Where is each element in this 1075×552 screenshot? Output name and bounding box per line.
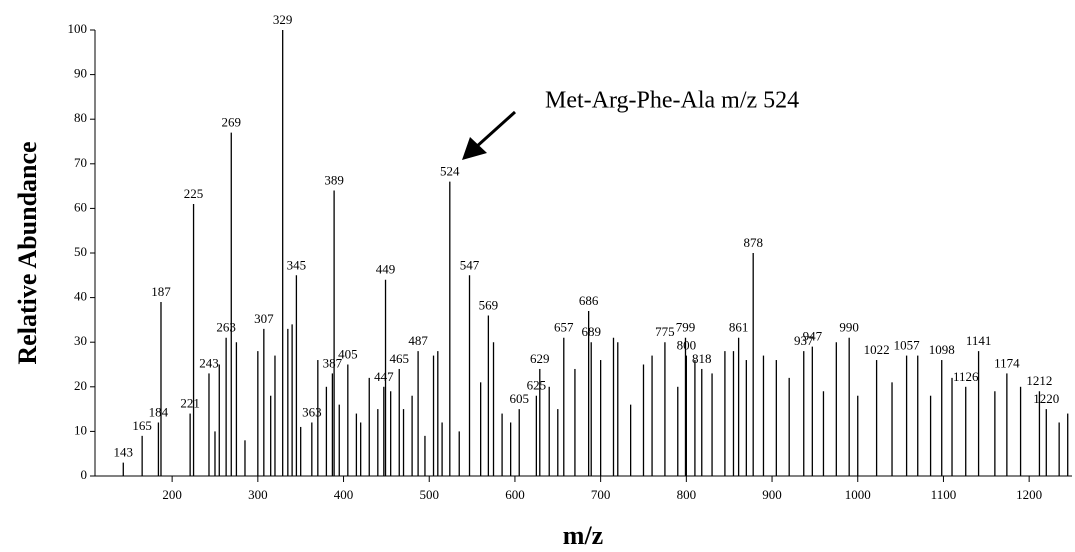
arrow-shaft <box>473 110 517 150</box>
x-tick-label: 600 <box>505 487 525 502</box>
x-tick-label: 900 <box>762 487 782 502</box>
peak-label: 686 <box>579 293 599 308</box>
x-tick-label: 300 <box>248 487 268 502</box>
peak-label: 629 <box>530 351 550 366</box>
x-tick-label: 200 <box>162 487 182 502</box>
peak-label: 947 <box>803 329 823 344</box>
peak-label: 165 <box>132 418 152 433</box>
x-tick-label: 800 <box>677 487 697 502</box>
peak-label: 800 <box>677 338 697 353</box>
y-axis-title: Relative Abundance <box>13 141 42 364</box>
x-tick-label: 700 <box>591 487 611 502</box>
y-tick-label: 30 <box>74 333 87 348</box>
peak-label: 547 <box>460 257 480 272</box>
peak-label: 861 <box>729 320 749 335</box>
y-tick-label: 80 <box>74 110 87 125</box>
peak-label: 449 <box>376 262 396 277</box>
peak-label: 447 <box>374 369 394 384</box>
peak-label: 1126 <box>953 369 979 384</box>
peak-label: 878 <box>743 235 763 250</box>
y-tick-label: 50 <box>74 244 87 259</box>
y-tick-label: 100 <box>68 21 88 36</box>
y-tick-label: 0 <box>81 467 88 482</box>
peak-label: 625 <box>527 378 547 393</box>
peak-label: 269 <box>222 115 242 130</box>
peak-label: 1057 <box>894 338 921 353</box>
x-tick-label: 1200 <box>1016 487 1042 502</box>
y-tick-label: 60 <box>74 199 87 214</box>
peak-label: 1174 <box>994 355 1020 370</box>
peak-label: 263 <box>216 320 236 335</box>
y-tick-label: 10 <box>74 422 87 437</box>
peak-label: 1212 <box>1026 373 1052 388</box>
peak-label: 775 <box>655 324 675 339</box>
peak-label: 605 <box>509 391 529 406</box>
y-tick-label: 90 <box>74 66 87 81</box>
peak-label: 187 <box>151 284 171 299</box>
peak-label: 1022 <box>864 342 890 357</box>
peak-label: 487 <box>408 333 428 348</box>
peak-label: 524 <box>440 164 460 179</box>
y-tick-label: 70 <box>74 155 87 170</box>
arrow-head <box>462 137 487 160</box>
peak-label: 405 <box>338 346 358 361</box>
annotation: Met-Arg-Phe-Ala m/z 524 <box>545 88 799 114</box>
x-tick-label: 1100 <box>931 487 957 502</box>
peak-label: 345 <box>287 257 307 272</box>
peak-label: 387 <box>323 355 343 370</box>
y-tick-label: 20 <box>74 378 87 393</box>
x-tick-label: 1000 <box>845 487 871 502</box>
peak-label: 1098 <box>929 342 955 357</box>
peak-label: 818 <box>692 351 712 366</box>
peak-label: 1141 <box>966 333 992 348</box>
peak-label: 184 <box>149 404 169 419</box>
x-tick-label: 400 <box>334 487 354 502</box>
y-tick-label: 40 <box>74 289 87 304</box>
peak-label: 225 <box>184 186 204 201</box>
peak-label: 329 <box>273 12 293 27</box>
x-tick-label: 500 <box>419 487 439 502</box>
x-axis-title: m/z <box>563 521 603 550</box>
peak-label: 799 <box>676 320 696 335</box>
peak-label: 569 <box>479 297 499 312</box>
peak-label: 243 <box>199 355 219 370</box>
peak-label: 937 <box>794 333 814 348</box>
peak-label: 465 <box>389 351 409 366</box>
peak-label: 221 <box>180 396 200 411</box>
peak-label: 990 <box>839 320 859 335</box>
peak-label: 1220 <box>1033 391 1059 406</box>
peak-label: 689 <box>581 324 601 339</box>
peak-label: 389 <box>324 173 344 188</box>
peak-label: 657 <box>554 320 574 335</box>
peak-label: 143 <box>114 445 134 460</box>
peak-label: 307 <box>254 311 274 326</box>
peak-label: 363 <box>302 404 322 419</box>
